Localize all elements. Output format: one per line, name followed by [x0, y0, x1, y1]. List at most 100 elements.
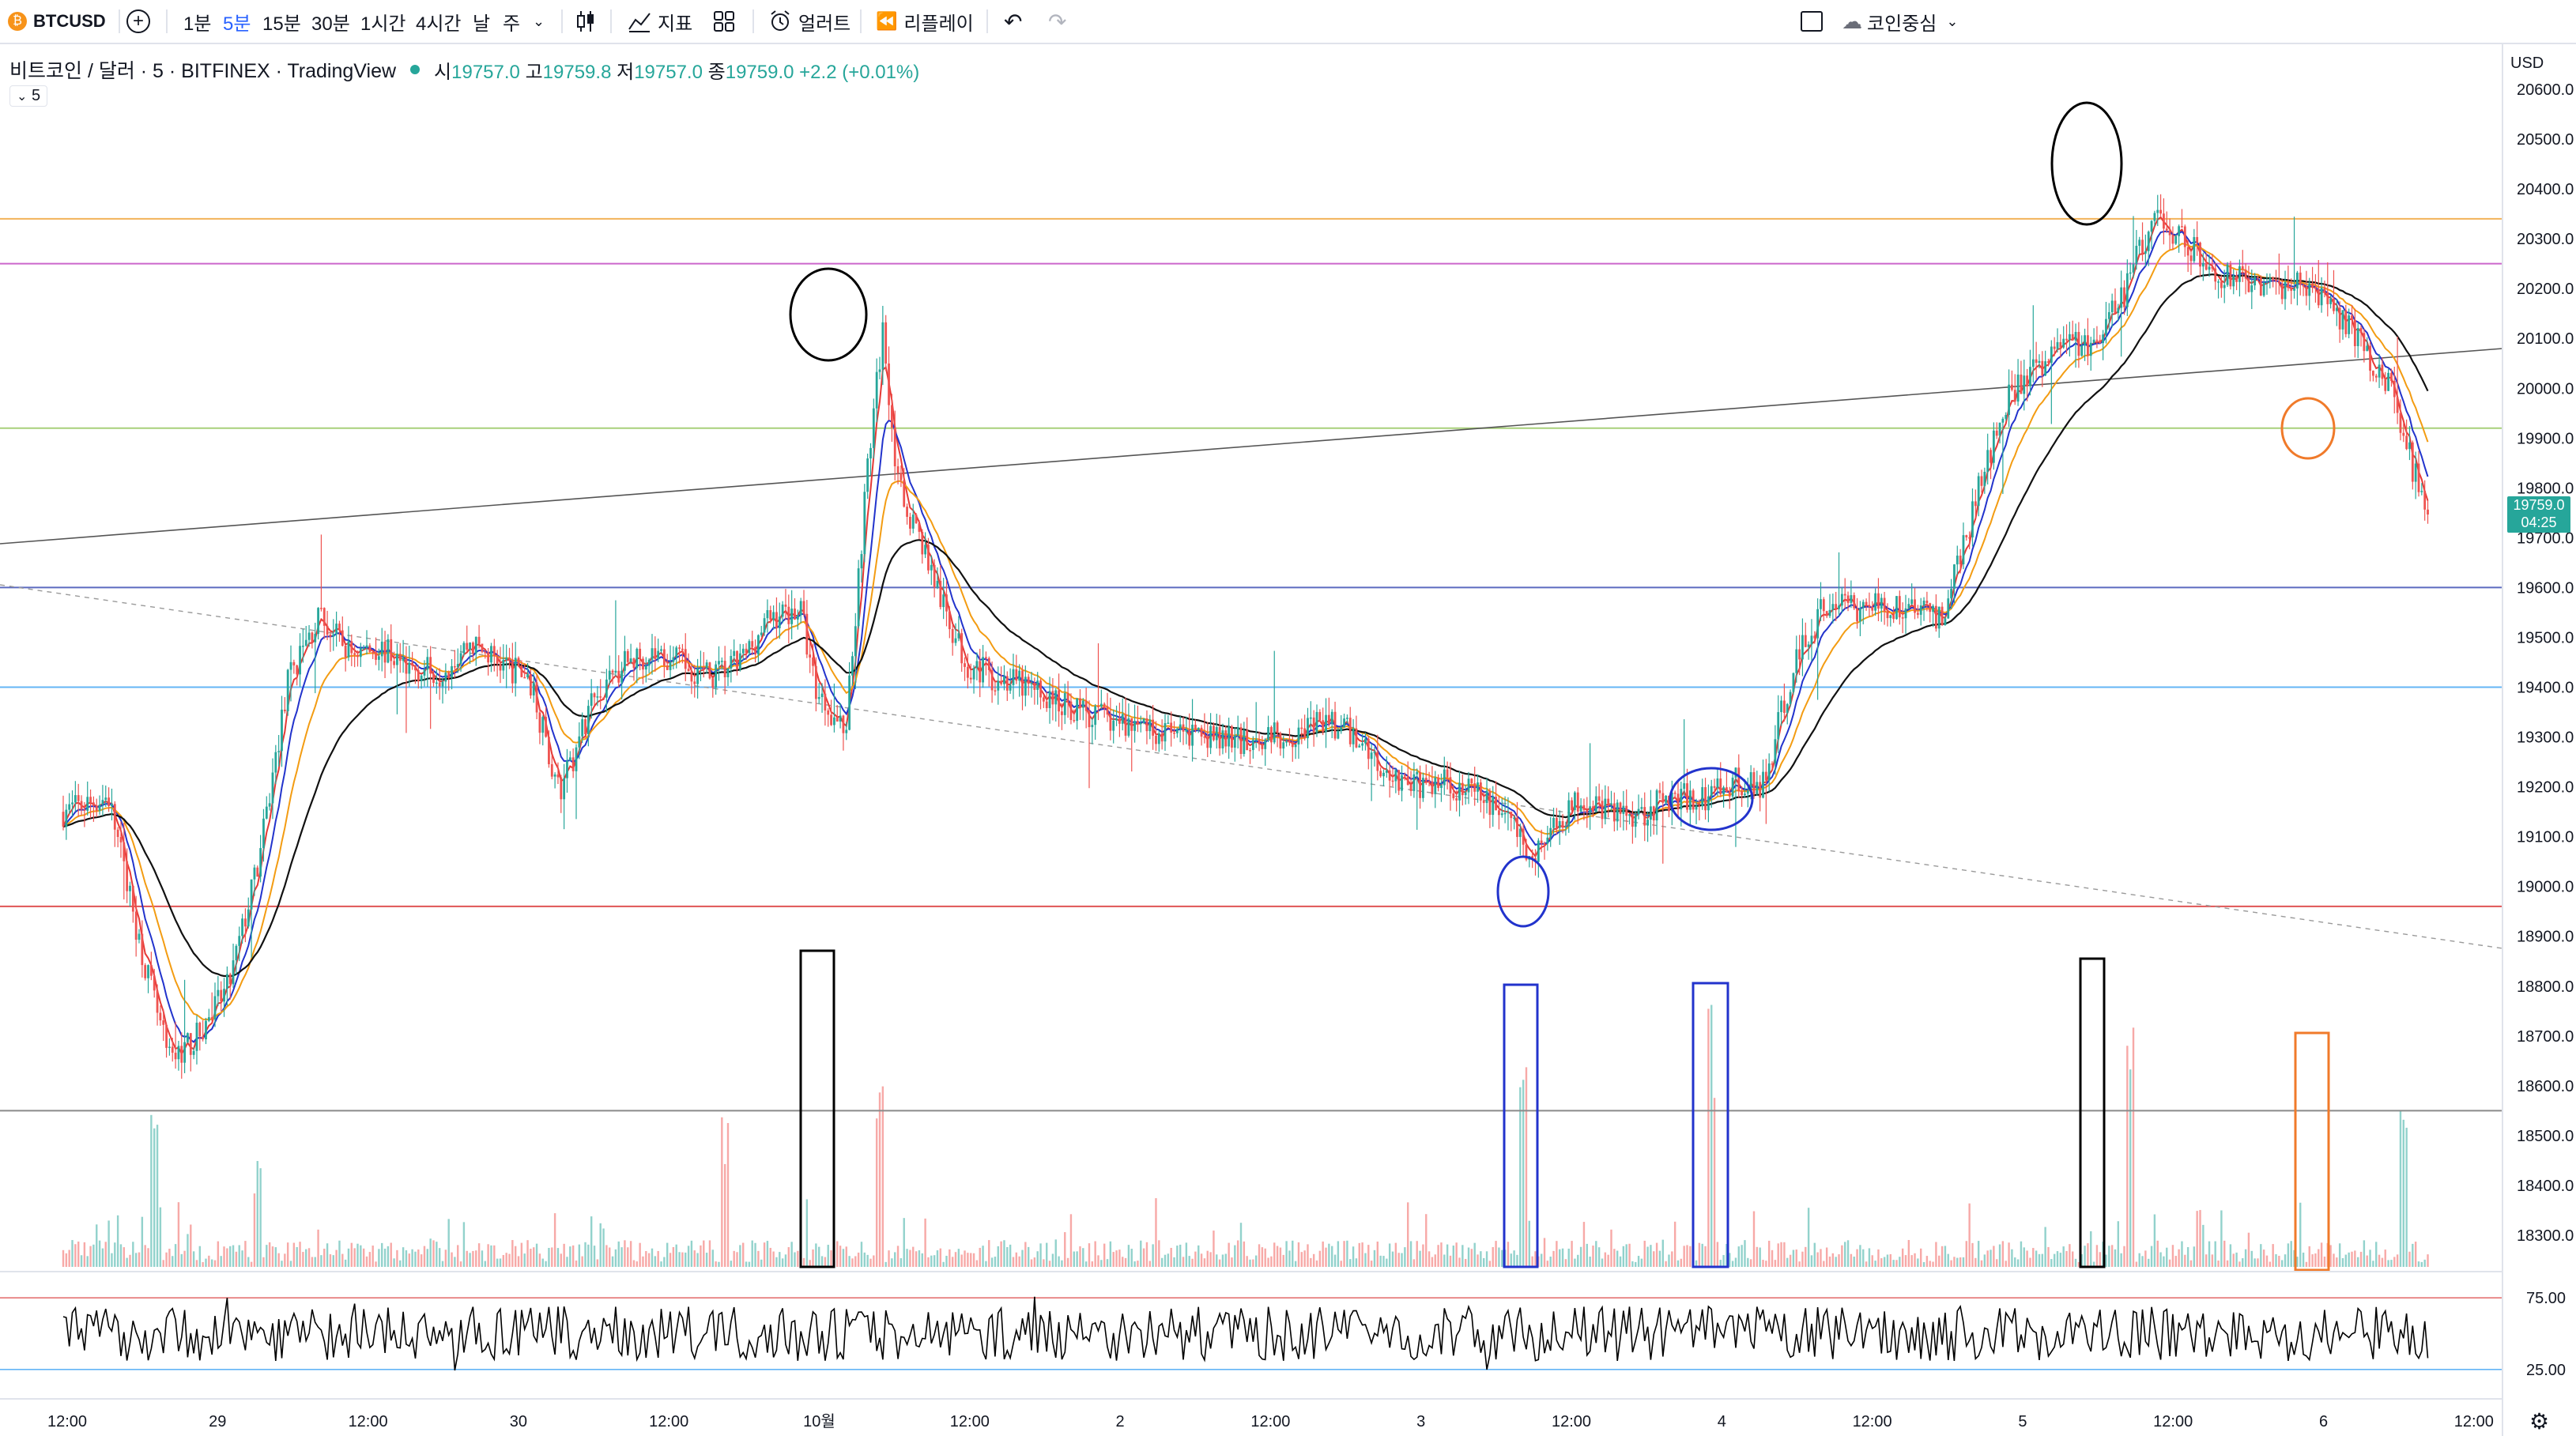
interval-30m[interactable]: 30분	[311, 0, 350, 43]
volume-bar	[1182, 1257, 1185, 1267]
volume-bar	[769, 1247, 771, 1267]
price-axis[interactable]: USD20600.020500.020400.020300.020200.020…	[2502, 44, 2576, 1436]
symbol-title[interactable]: 비트코인 / 달러 · 5 · BITFINEX · TradingView	[9, 60, 397, 82]
support-ellipse	[1496, 855, 1550, 928]
candle-body	[915, 514, 918, 524]
volume-bar	[1216, 1254, 1218, 1267]
candle-body	[520, 665, 523, 677]
volume-bar	[119, 1244, 123, 1267]
candle-body	[2374, 375, 2378, 378]
candle-body	[1968, 537, 1971, 539]
volume-bar	[609, 1247, 611, 1267]
redo-button[interactable]: ↷	[1048, 0, 1066, 43]
interval-day[interactable]: 날	[473, 0, 490, 43]
candle-body	[2287, 281, 2290, 288]
interval-dropdown[interactable]: ⌄	[533, 0, 545, 43]
volume-bar	[317, 1229, 319, 1267]
candle-body	[2335, 307, 2338, 311]
fullscreen-toggle[interactable]	[1801, 0, 1823, 43]
volume-bar	[1661, 1239, 1664, 1267]
interval-5m[interactable]: 5분	[223, 0, 251, 43]
volume-bar	[472, 1250, 474, 1267]
candle-body	[1309, 717, 1312, 719]
add-symbol-button[interactable]: +	[126, 0, 150, 43]
volume-bar	[602, 1228, 605, 1267]
volume-bar	[2354, 1250, 2356, 1267]
volume-bar	[2077, 1261, 2080, 1267]
candle-body	[644, 665, 647, 670]
volume-bar	[1874, 1261, 1876, 1267]
interval-badge[interactable]: ⌄ 5	[9, 85, 48, 107]
volume-bar	[2229, 1244, 2232, 1267]
volume-bar	[2072, 1251, 2074, 1267]
candle-body	[1850, 595, 1853, 603]
volume-bar	[1310, 1257, 1312, 1267]
volume-bar	[2047, 1246, 2050, 1267]
volume-bar	[405, 1250, 408, 1267]
interval-4h[interactable]: 4시간	[416, 0, 462, 43]
candle-body	[2181, 226, 2183, 228]
volume-bar	[1880, 1258, 1883, 1267]
interval-week[interactable]: 주	[503, 0, 520, 43]
candle-body	[1261, 744, 1264, 749]
volume-bar	[1058, 1256, 1060, 1267]
volume-bar	[1564, 1259, 1567, 1267]
candle-body	[2204, 262, 2208, 270]
candle-body	[1576, 792, 1579, 812]
candle-body	[1543, 843, 1546, 845]
candle-body	[2163, 213, 2165, 229]
volume-bar	[854, 1256, 857, 1267]
volume-bar	[1783, 1242, 1786, 1267]
interval-15m[interactable]: 15분	[262, 0, 301, 43]
candle-body	[1076, 698, 1079, 722]
candle-body	[1434, 777, 1437, 794]
candle-body	[1959, 556, 1962, 565]
volume-bar	[2235, 1252, 2238, 1267]
volume-bar	[1337, 1241, 1340, 1267]
volume-bar	[195, 1260, 198, 1267]
candle-body	[77, 795, 80, 801]
symbol-search[interactable]: ₿ BTCUSD	[8, 0, 106, 43]
interval-1m[interactable]: 1분	[183, 0, 211, 43]
interval-1h-label: 1시간	[360, 13, 406, 35]
candle-body	[814, 665, 817, 699]
volume-bar	[2080, 1254, 2083, 1267]
candle-body	[426, 657, 429, 670]
volume-bar	[1786, 1257, 1789, 1267]
candle-body	[541, 717, 545, 733]
time-axis[interactable]: 12:00 29 12:00 30 12:00 10월 12:00 2 12:00 3 12:00 4…	[0, 1398, 2502, 1430]
candle-body	[1795, 649, 1798, 673]
price-chart[interactable]: USD20600.020500.020400.020300.020200.020…	[0, 44, 2576, 1436]
volume-bar	[2417, 1261, 2420, 1267]
volume-bar	[1929, 1261, 1931, 1267]
coin-focus-dropdown[interactable]: ☁ 코인중심 ⌄	[1842, 0, 1958, 43]
layouts-button[interactable]	[713, 0, 735, 43]
candle-body	[2135, 246, 2138, 265]
candle-body	[225, 974, 228, 989]
alert-button[interactable]: 얼러트	[768, 0, 850, 43]
volume-bar	[1455, 1242, 1458, 1267]
interval-1h[interactable]: 1시간	[360, 0, 406, 43]
volume-bar	[1862, 1249, 1865, 1267]
volume-bar	[71, 1240, 74, 1267]
volume-bar	[1741, 1245, 1743, 1267]
volume-bar	[1069, 1214, 1073, 1267]
volume-bar	[723, 1163, 726, 1267]
chart-type-button[interactable]	[575, 0, 596, 43]
replay-button[interactable]: ⏪ 리플레이	[876, 0, 974, 43]
candle-body	[733, 650, 736, 656]
candle-body	[1616, 802, 1619, 822]
candle-body	[326, 625, 329, 635]
volume-bar	[1597, 1247, 1601, 1267]
settings-button[interactable]: ⚙	[2529, 1408, 2553, 1434]
indicators-button[interactable]: 지표	[628, 0, 692, 43]
candle-body	[1953, 564, 1956, 590]
volume-bar	[1231, 1257, 1233, 1267]
undo-button[interactable]: ↶	[1004, 0, 1022, 43]
volume-bar	[2348, 1252, 2350, 1267]
volume-bar	[1440, 1242, 1443, 1267]
volume-bar	[754, 1242, 756, 1267]
candle-body	[2132, 264, 2135, 273]
volume-bar	[851, 1258, 854, 1267]
candle-body	[1419, 771, 1421, 798]
